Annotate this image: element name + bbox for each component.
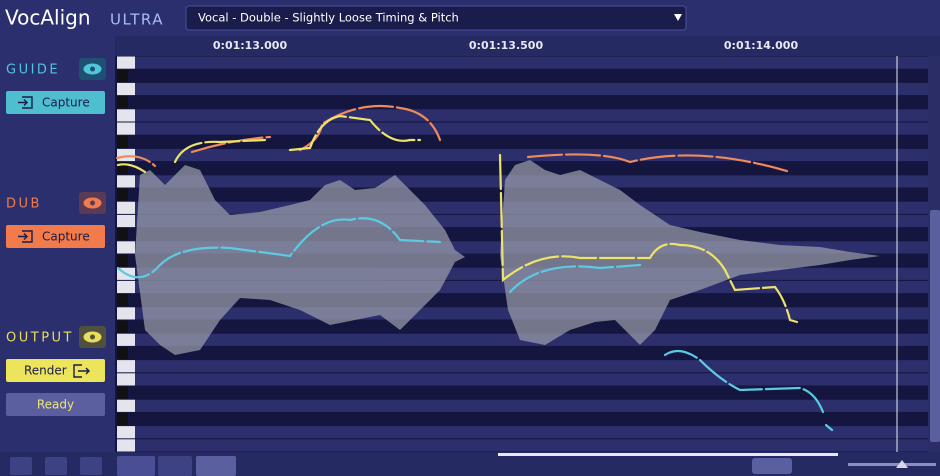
button-text[interactable]: Render: [24, 364, 67, 378]
white-key: [117, 333, 135, 346]
black-key: [117, 188, 128, 201]
white-key: [117, 307, 135, 320]
white-key: [117, 360, 135, 373]
waveform: [135, 160, 880, 355]
white-key: [117, 399, 135, 412]
black-key: [117, 228, 128, 241]
pitch-row: [135, 109, 928, 122]
status-button: Ready: [6, 393, 105, 416]
button-text[interactable]: Capture: [42, 230, 90, 244]
guide-label: GUIDE: [6, 63, 60, 78]
pitch-row: [135, 56, 928, 69]
eye-pupil[interactable]: [90, 200, 95, 206]
black-key: [117, 162, 128, 175]
speaker-button[interactable]: [10, 457, 32, 475]
render-button[interactable]: Render: [6, 359, 105, 382]
pitch-row: [135, 373, 928, 386]
white-key: [117, 373, 135, 386]
curve-segment: [116, 163, 147, 174]
pitch-row: [135, 82, 928, 96]
capture-icon[interactable]: [18, 96, 33, 109]
waveform-guide: [135, 165, 465, 355]
black-key: [117, 96, 128, 109]
dub-label: DUB: [6, 197, 42, 212]
white-key: [117, 148, 135, 162]
zoom-slider[interactable]: [848, 463, 936, 466]
waveform-view-button[interactable]: [117, 456, 155, 476]
curve-segment: [115, 155, 157, 168]
timeline-ruler: [115, 36, 940, 56]
preset-dropdown[interactable]: Vocal - Double - Slightly Loose Timing &…: [185, 5, 687, 31]
pitch-row: [135, 122, 928, 135]
zoom-handle[interactable]: [896, 460, 908, 468]
curve-segment: [824, 423, 834, 432]
capture-icon[interactable]: [18, 230, 33, 243]
curve-segment: [173, 138, 267, 164]
curve-segment: [116, 217, 442, 279]
white-key: [117, 241, 135, 254]
dropdown-arrow[interactable]: [674, 14, 682, 21]
dub-capture-button[interactable]: Capture: [6, 225, 105, 248]
scrollbar-thumb[interactable]: [930, 210, 940, 442]
timeline-label: 0:01:14.000: [724, 39, 799, 52]
curve-segment: [288, 114, 422, 152]
guide-capture-button[interactable]: Capture: [6, 91, 105, 114]
white-key: [117, 56, 135, 69]
white-key: [117, 280, 135, 294]
white-key: [117, 201, 135, 214]
dropdown-box[interactable]: [185, 5, 687, 31]
curve-segment: [663, 349, 825, 414]
mute-button[interactable]: [45, 457, 67, 475]
white-key: [117, 109, 135, 122]
black-key: [117, 69, 128, 82]
black-key: [117, 320, 128, 333]
black-key: [117, 294, 128, 307]
waveform-dub: [500, 160, 880, 345]
white-key: [117, 82, 135, 96]
volume-button[interactable]: [80, 457, 102, 475]
pitch-row: [135, 439, 928, 452]
dropdown-text[interactable]: Vocal - Double - Slightly Loose Timing &…: [198, 11, 459, 25]
black-key: [117, 386, 128, 399]
black-key: [117, 254, 128, 267]
white-key: [117, 122, 135, 135]
curve-segment: [508, 263, 642, 294]
render-icon[interactable]: [73, 364, 90, 378]
output-label: OUTPUT: [6, 331, 74, 346]
output-pitch-curve: [116, 114, 799, 324]
curve-segment: [526, 153, 792, 174]
button-text[interactable]: Capture: [42, 96, 90, 110]
curve-segment: [298, 104, 442, 152]
dub-pitch-curve: [116, 217, 834, 432]
curve-segment: [498, 153, 799, 324]
pitch-row: [135, 399, 928, 412]
status-bg: [6, 393, 105, 416]
eye-pupil[interactable]: [90, 334, 95, 340]
white-key: [117, 439, 135, 452]
eye-pupil[interactable]: [90, 66, 95, 72]
timeline-label: 0:01:13.500: [469, 39, 544, 52]
white-key: [117, 426, 135, 439]
black-key: [117, 135, 128, 148]
black-key: [117, 412, 128, 426]
overview-range: [498, 453, 838, 456]
guide-pitch-curve: [115, 104, 792, 174]
logo-suffix: ULTRA: [110, 11, 164, 29]
pitch-view-button[interactable]: [196, 456, 236, 476]
pitch-row: [135, 148, 928, 162]
white-key: [117, 175, 135, 188]
timeline-label: 0:01:13.000: [213, 39, 288, 52]
black-key: [117, 346, 128, 360]
piano-view-button[interactable]: [158, 456, 192, 476]
logo: VocAlign: [5, 6, 91, 30]
white-key: [117, 214, 135, 228]
horizontal-scroll-thumb[interactable]: [752, 458, 792, 474]
pitch-row: [135, 426, 928, 439]
status-text: Ready: [37, 398, 74, 412]
pitch-row: [135, 360, 928, 373]
